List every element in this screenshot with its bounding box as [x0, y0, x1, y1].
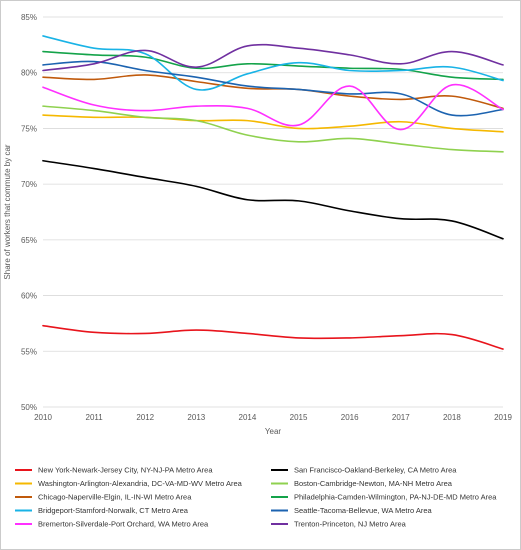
series-line-3 — [42, 114, 504, 133]
y-tick-label: 80% — [21, 69, 37, 78]
legend: New York-Newark-Jersey City, NY-NJ-PA Me… — [15, 466, 497, 529]
legend-label: Boston-Cambridge-Newton, MA-NH Metro Are… — [294, 479, 453, 488]
legend-label: San Francisco-Oakland-Berkeley, CA Metro… — [294, 466, 457, 475]
x-axis-ticks: 2010 2011 2012 2013 2014 2015 2016 2017 2018 2019 — [34, 413, 512, 422]
legend-label: Trenton-Princeton, NJ Metro Area — [294, 520, 407, 529]
x-tick-label: 2013 — [187, 413, 205, 422]
y-tick-label: 50% — [21, 403, 37, 412]
legend-label: Seattle-Tacoma-Bellevue, WA Metro Area — [294, 506, 433, 515]
series-line-4 — [42, 105, 504, 153]
series-line-7 — [42, 35, 504, 91]
series-line-6 — [42, 50, 504, 81]
y-tick-label: 70% — [21, 180, 37, 189]
series-line-2 — [42, 159, 504, 240]
legend-label: Washington-Arlington-Alexandria, DC-VA-M… — [38, 479, 243, 488]
y-tick-label: 65% — [21, 236, 37, 245]
y-axis-ticks: 50% 55% 60% 65% 70% 75% 80% 85% — [21, 13, 37, 412]
x-axis-title: Year — [265, 427, 282, 436]
legend-label: Bridgeport-Stamford-Norwalk, CT Metro Ar… — [38, 506, 189, 515]
series-line-1 — [42, 324, 504, 350]
y-tick-label: 85% — [21, 13, 37, 22]
series-line-5 — [42, 74, 504, 110]
y-axis-title: Share of workers that commute by car — [3, 144, 12, 280]
legend-label: New York-Newark-Jersey City, NY-NJ-PA Me… — [38, 466, 213, 475]
x-tick-label: 2010 — [34, 413, 52, 422]
legend-label: Chicago-Naperville-Elgin, IL-IN-WI Metro… — [38, 493, 192, 502]
x-tick-label: 2017 — [392, 413, 410, 422]
legend-label: Philadelphia-Camden-Wilmington, PA-NJ-DE… — [294, 493, 497, 502]
x-tick-label: 2014 — [239, 413, 257, 422]
y-tick-label: 60% — [21, 292, 37, 301]
y-tick-label: 55% — [21, 347, 37, 356]
series-line-9 — [42, 84, 504, 131]
x-tick-label: 2019 — [494, 413, 512, 422]
gridlines — [43, 16, 503, 408]
series-lines — [42, 35, 504, 350]
x-tick-label: 2015 — [290, 413, 308, 422]
series-line-10 — [42, 43, 504, 72]
x-tick-label: 2016 — [341, 413, 359, 422]
x-tick-label: 2012 — [136, 413, 154, 422]
x-tick-label: 2011 — [86, 413, 104, 422]
legend-label: Bremerton-Silverdale-Port Orchard, WA Me… — [38, 520, 209, 529]
series-line-8 — [42, 60, 504, 117]
y-tick-label: 75% — [21, 124, 37, 133]
x-tick-label: 2018 — [443, 413, 461, 422]
